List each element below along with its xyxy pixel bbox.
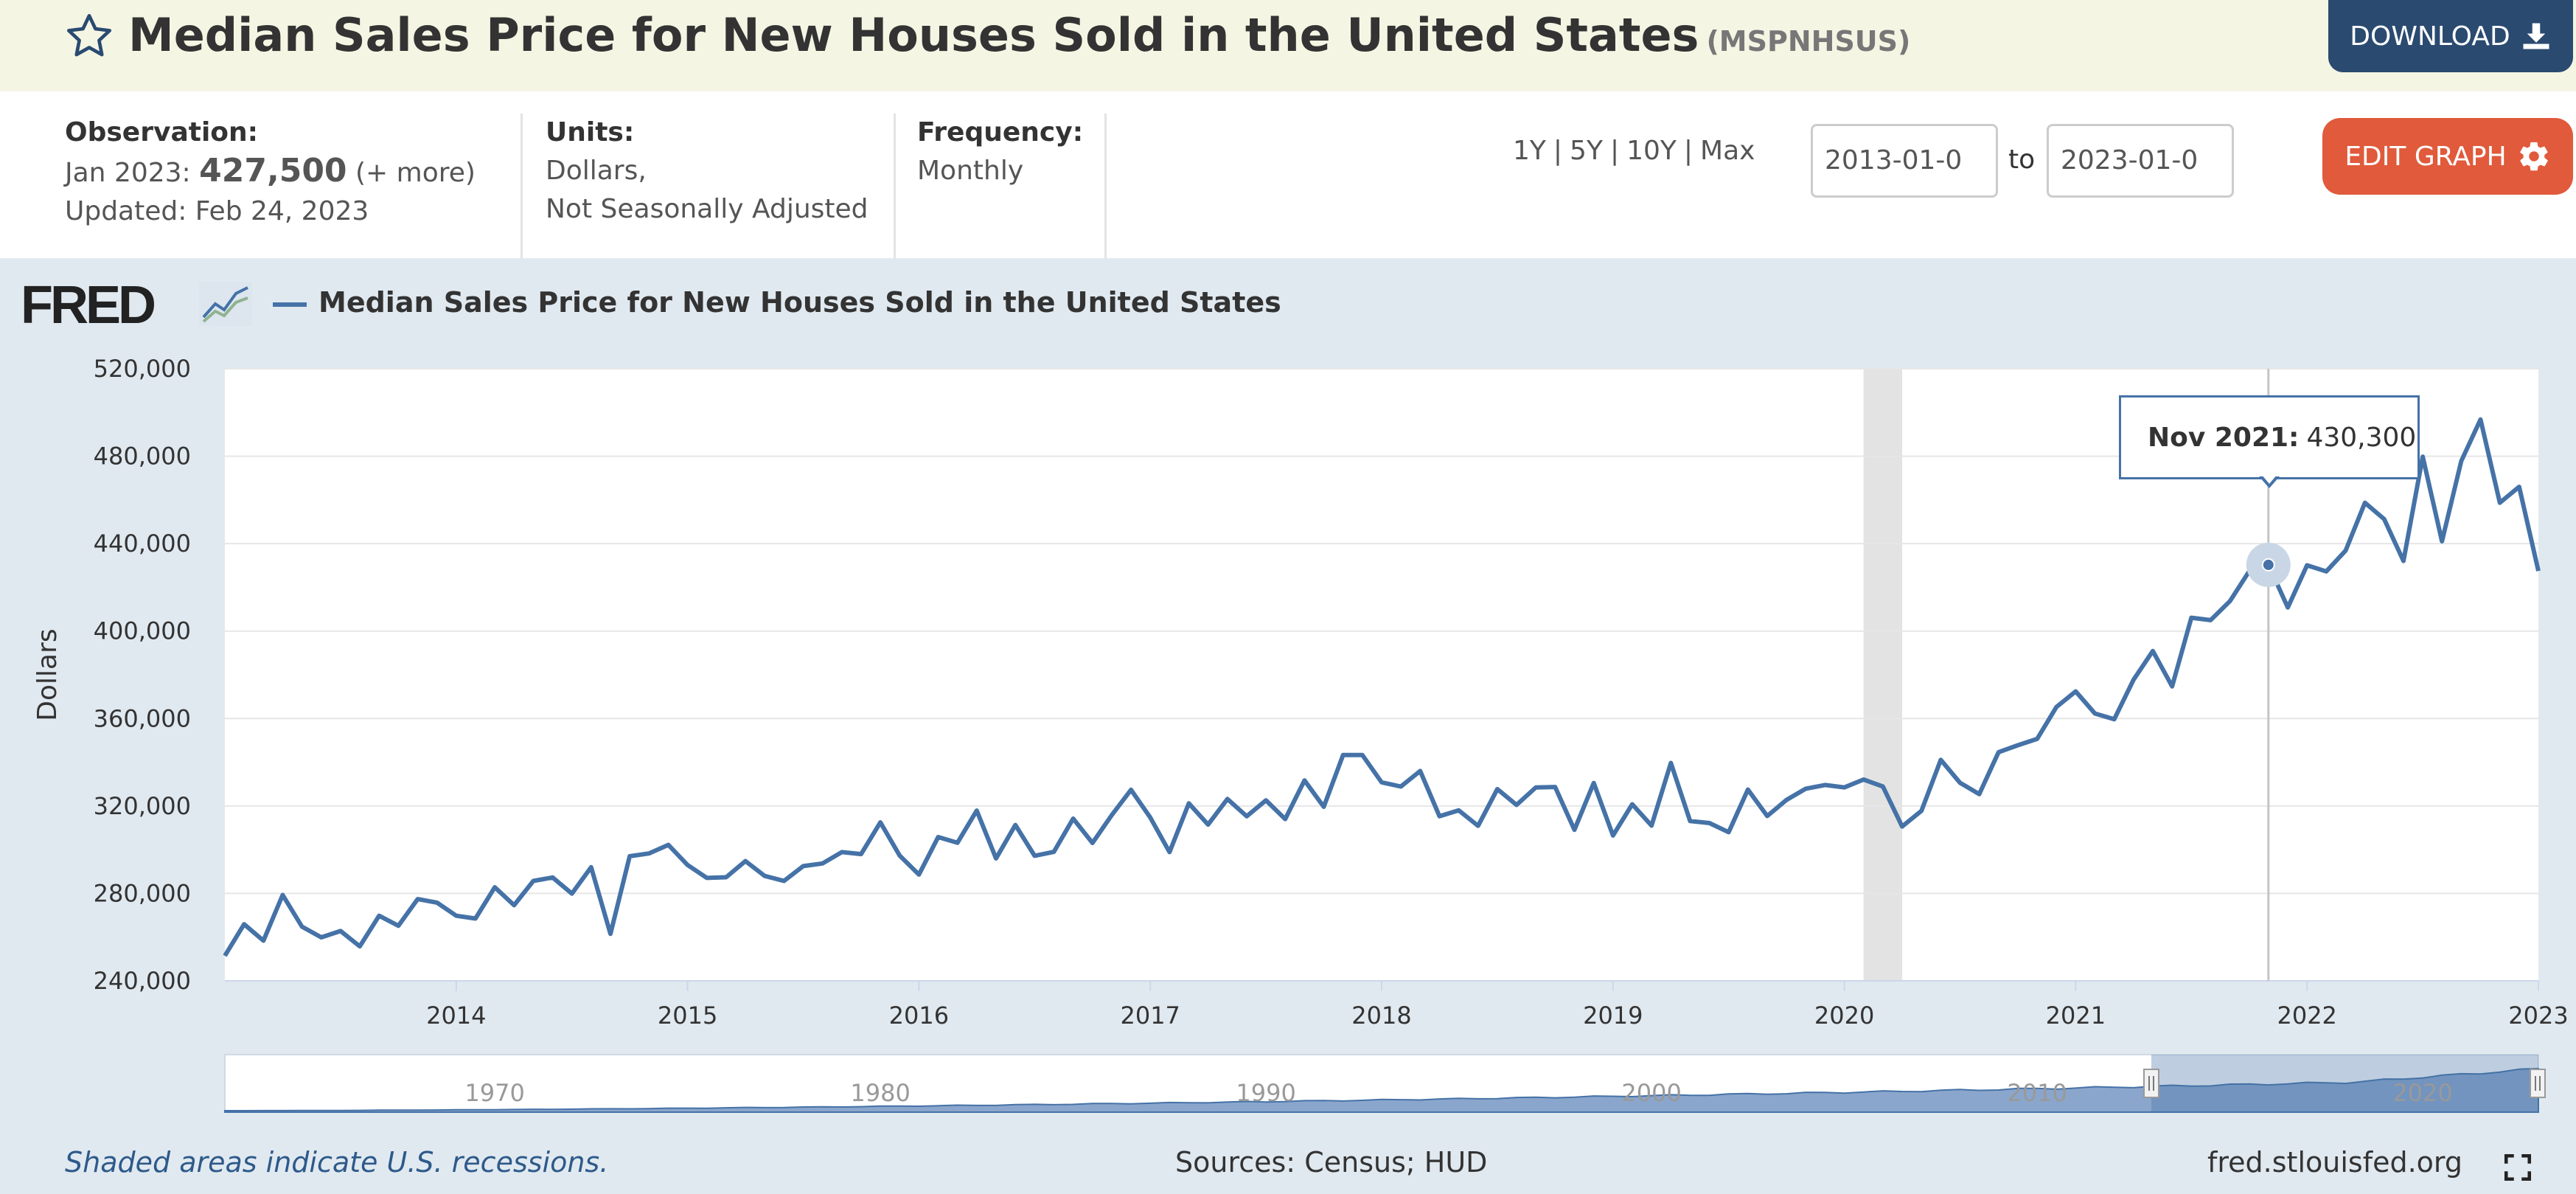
observation-value: 427,500 <box>199 152 347 190</box>
units-block: Units: Dollars, Not Seasonally Adjusted <box>546 114 868 229</box>
fred-logo[interactable]: FRED <box>21 276 156 335</box>
download-button[interactable]: DOWNLOAD <box>2328 0 2573 72</box>
observation-label: Observation: <box>65 117 259 147</box>
recession-layer <box>1863 369 1903 981</box>
navigator-handle-right[interactable] <box>2530 1069 2546 1098</box>
y-tick-label: 480,000 <box>94 442 191 471</box>
fullscreen-icon[interactable] <box>2502 1152 2533 1183</box>
info-bar: Observation: Jan 2023: 427,500 (+ more) … <box>0 91 2576 258</box>
units-line-1: Dollars, <box>546 156 647 186</box>
end-date-input[interactable]: 2023-01-0 <box>2047 124 2234 198</box>
download-icon <box>2523 23 2549 49</box>
x-tick-label: 2014 <box>426 1002 486 1030</box>
y-axis: 240,000 280,000 320,000 360,000 400,000 440,0… <box>94 355 191 995</box>
navigator-tick-label: 1970 <box>464 1079 524 1107</box>
range-1y-link[interactable]: 1Y <box>1513 136 1546 166</box>
y-tick-label: 400,000 <box>94 617 191 645</box>
updated-date: Updated: Feb 24, 2023 <box>65 196 369 226</box>
navigator-selection[interactable] <box>2151 1055 2538 1112</box>
highlight-point[interactable] <box>2261 558 2275 572</box>
observation-line: Jan 2023: 427,500 (+ more) <box>65 152 476 192</box>
navigator-tick-label: 1990 <box>1236 1079 1295 1107</box>
units-line-2: Not Seasonally Adjusted <box>546 194 868 224</box>
separator: | <box>1553 136 1563 166</box>
separator: | <box>1683 136 1693 166</box>
to-label: to <box>2008 145 2036 175</box>
x-tick-label: 2018 <box>1351 1002 1411 1030</box>
start-date-input[interactable]: 2013-01-0 <box>1811 124 1998 198</box>
y-tick-label: 520,000 <box>94 355 191 383</box>
navigator-tick-label: 2010 <box>2007 1079 2067 1107</box>
fred-chart-logo-icon <box>199 282 252 326</box>
units-label: Units: <box>546 117 635 147</box>
page-title: Median Sales Price for New Houses Sold i… <box>128 4 1910 72</box>
x-tick-label: 2023 <box>2508 1002 2568 1030</box>
tooltip: Nov 2021: 430,300 <box>2119 395 2420 479</box>
page-title-text: Median Sales Price for New Houses Sold i… <box>128 8 1699 62</box>
observation-more-link[interactable]: (+ more) <box>355 158 476 188</box>
divider <box>894 114 896 258</box>
separator: | <box>1609 136 1620 166</box>
frequency-value: Monthly <box>917 156 1024 186</box>
observation-date: Jan 2023: <box>65 158 191 188</box>
divider <box>1104 114 1107 258</box>
tooltip-date: Nov 2021: <box>2148 422 2300 453</box>
x-tick-label: 2017 <box>1120 1002 1180 1030</box>
legend-label: Median Sales Price for New Houses Sold i… <box>318 286 1281 319</box>
range-links: 1Y | 5Y | 10Y | Max <box>1513 136 1755 166</box>
range-5y-link[interactable]: 5Y <box>1570 136 1603 166</box>
edit-graph-label: EDIT GRAPH <box>2344 141 2507 172</box>
source-url-link[interactable]: fred.stlouisfed.org <box>2207 1146 2462 1179</box>
observation-block: Observation: Jan 2023: 427,500 (+ more) … <box>65 114 476 231</box>
y-tick-label: 320,000 <box>94 792 191 820</box>
star-icon[interactable] <box>63 10 115 62</box>
navigator-handle-left[interactable] <box>2143 1069 2159 1098</box>
recession-note: Shaded areas indicate U.S. recessions. <box>65 1146 609 1179</box>
tooltip-arrow-fill <box>2261 474 2277 484</box>
y-tick-label: 440,000 <box>94 530 191 558</box>
edit-graph-button[interactable]: EDIT GRAPH <box>2322 118 2573 195</box>
navigator-tick-label: 2000 <box>1621 1079 1681 1107</box>
header-bar: Median Sales Price for New Houses Sold i… <box>0 0 2576 91</box>
tooltip-value: 430,300 <box>2306 422 2417 453</box>
x-tick-label: 2015 <box>658 1002 717 1030</box>
navigator-tick-label: 2020 <box>2392 1079 2452 1107</box>
x-tick-label: 2016 <box>889 1002 949 1030</box>
navigator-area <box>224 1067 2539 1113</box>
navigator-tick-label: 1980 <box>850 1079 910 1107</box>
x-axis: 2014 2015 2016 2017 2018 2019 2020 2021 2022 2023 <box>426 981 2569 1030</box>
recession-band <box>1863 369 1903 981</box>
sources-text: Sources: Census; HUD <box>1175 1146 1488 1179</box>
x-tick-label: 2021 <box>2046 1002 2106 1030</box>
gear-icon <box>2519 142 2548 171</box>
series-line[interactable] <box>223 417 2541 957</box>
divider <box>521 114 523 258</box>
frequency-label: Frequency: <box>917 117 1084 147</box>
x-tick-label: 2022 <box>2277 1002 2336 1030</box>
x-tick-label: 2020 <box>1814 1002 1874 1030</box>
y-tick-label: 280,000 <box>94 879 191 907</box>
x-tick-label: 2019 <box>1583 1002 1643 1030</box>
y-tick-label: 360,000 <box>94 704 191 732</box>
range-10y-link[interactable]: 10Y <box>1626 136 1677 166</box>
series-id: (MSPNHSUS) <box>1706 25 1911 58</box>
line-chart: 240,000 280,000 320,000 360,000 400,000 440,0… <box>32 355 2569 1113</box>
range-max-link[interactable]: Max <box>1700 136 1755 166</box>
navigator-labels: 1970 1980 1990 2000 2010 2020 <box>464 1079 2452 1107</box>
legend-swatch <box>273 302 307 307</box>
frequency-block: Frequency: Monthly <box>917 114 1083 190</box>
download-label: DOWNLOAD <box>2350 21 2510 52</box>
y-axis-label: Dollars <box>32 628 63 721</box>
y-tick-label: 240,000 <box>94 967 191 995</box>
